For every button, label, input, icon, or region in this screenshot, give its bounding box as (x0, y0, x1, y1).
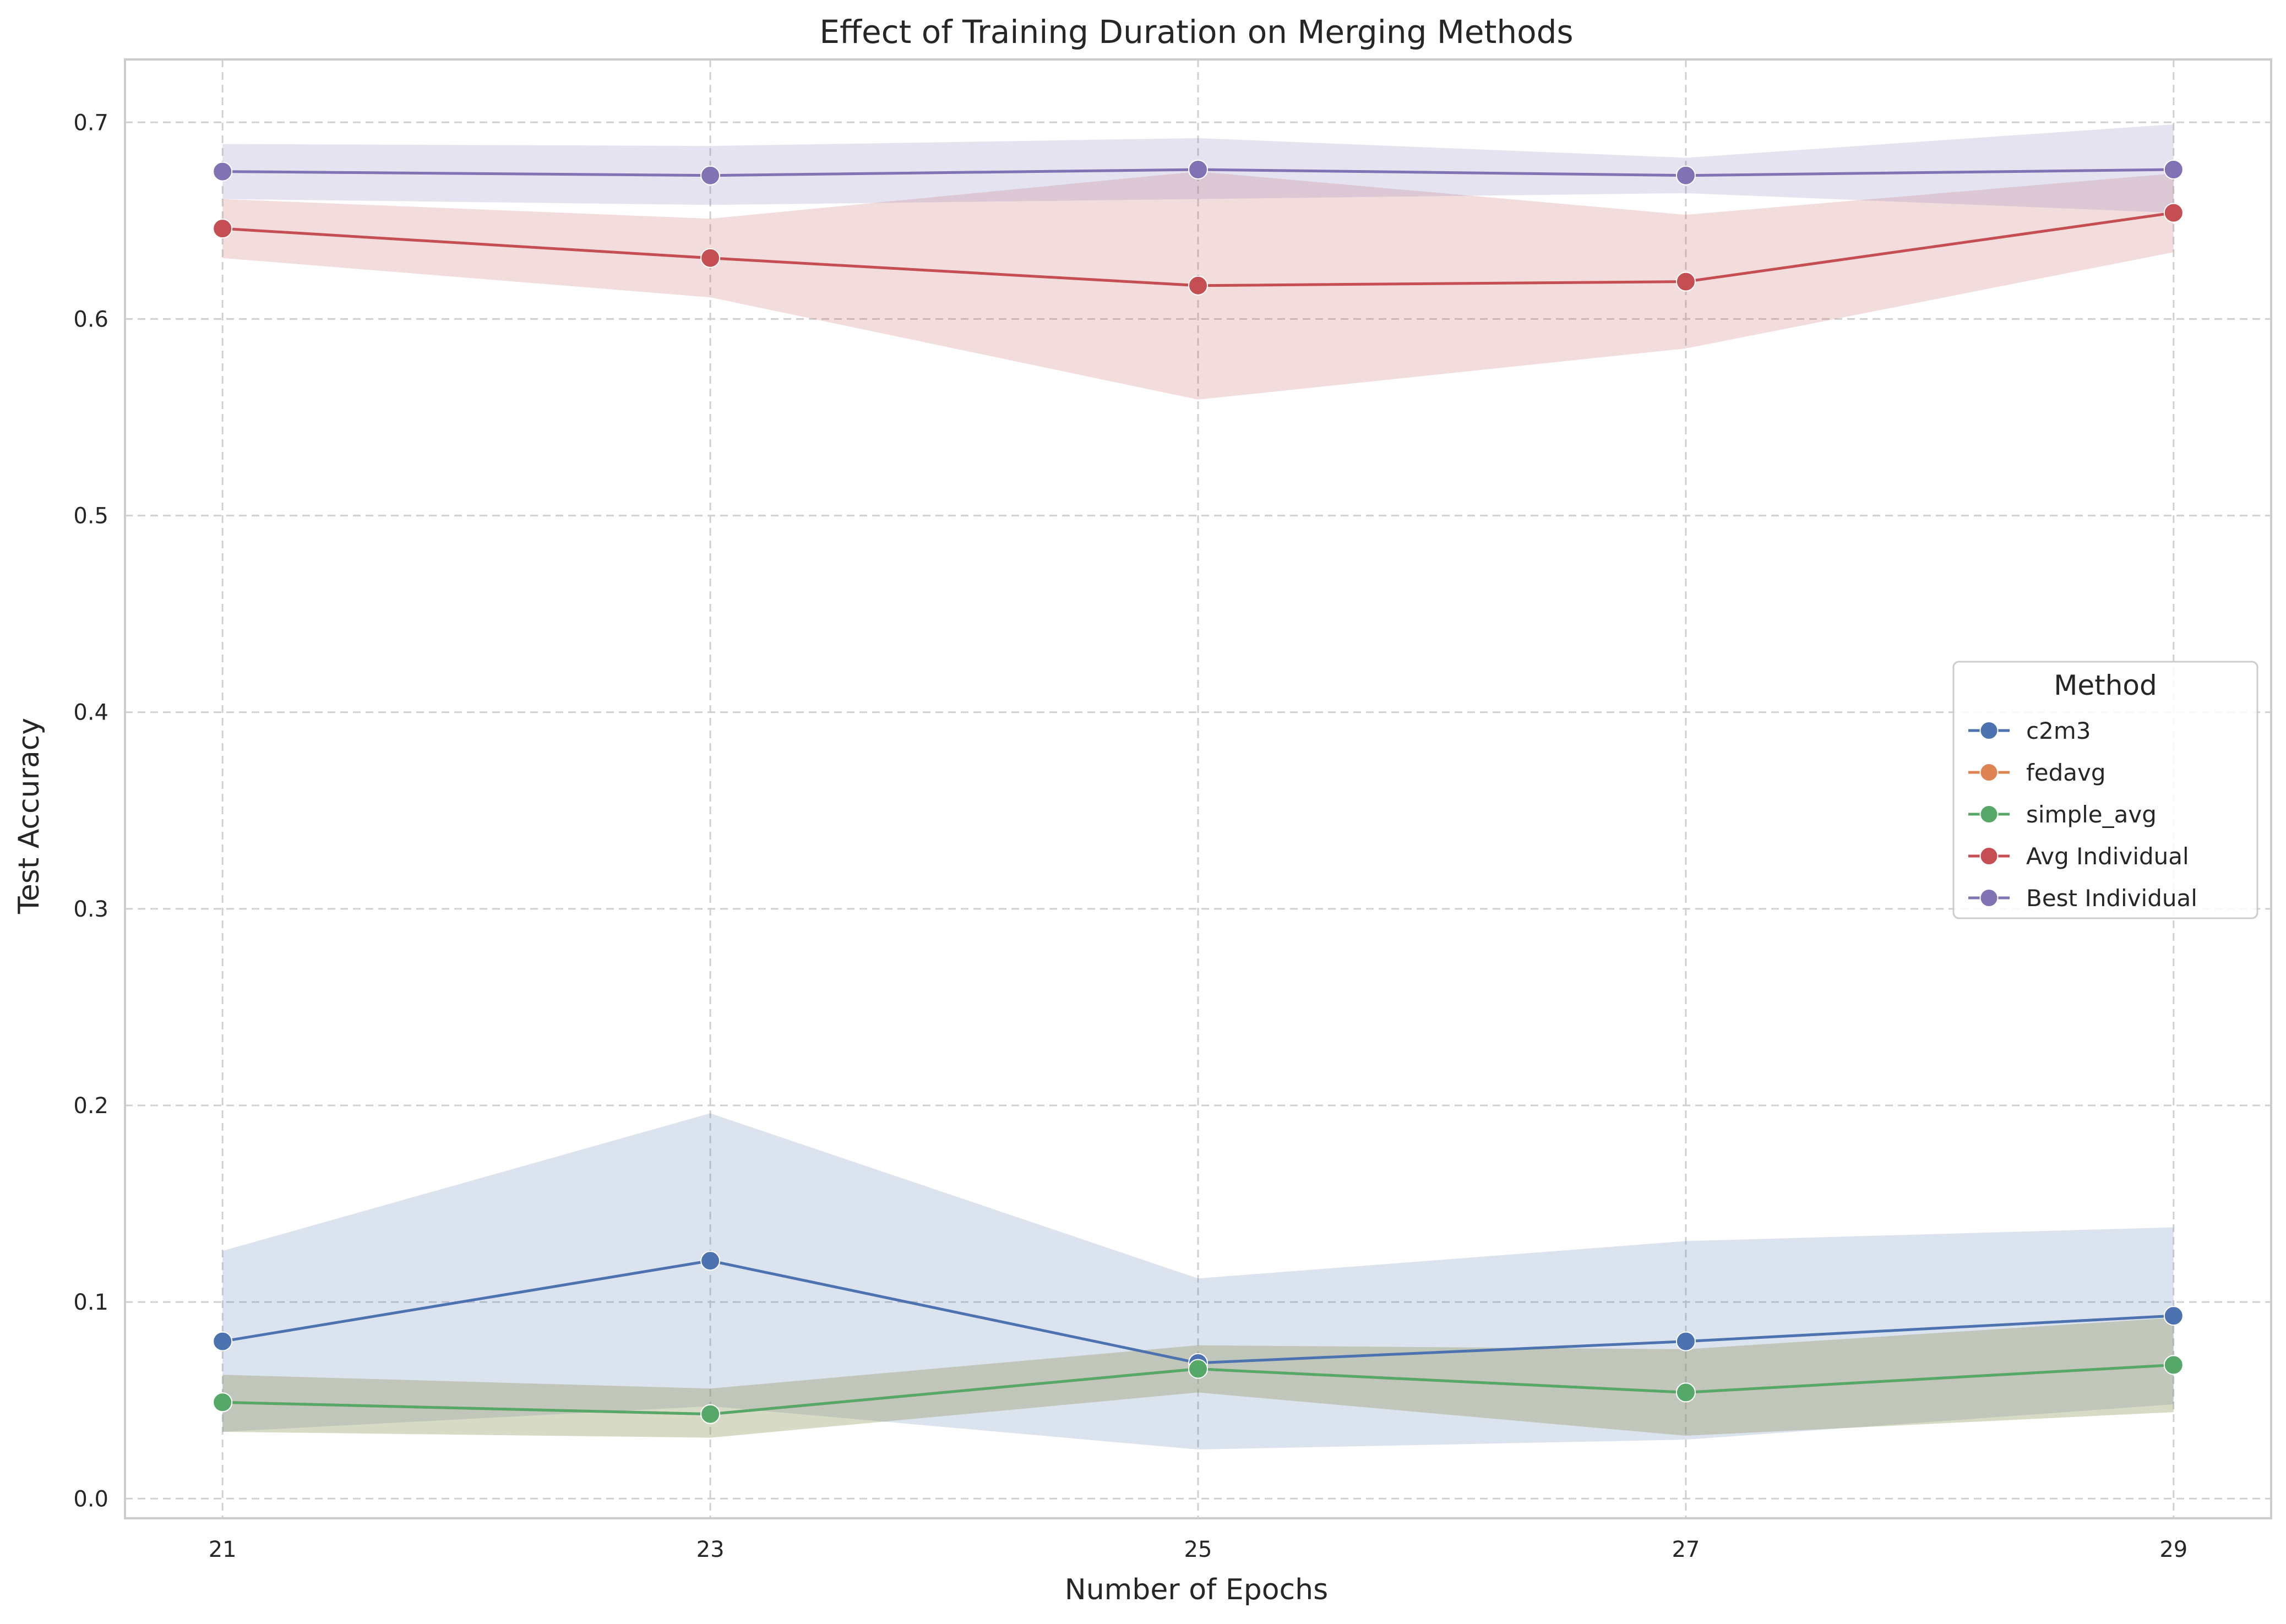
y-tick-label: 0.1 (73, 1290, 108, 1315)
x-tick-label: 23 (696, 1537, 725, 1562)
legend: Method c2m3 fedavg simple_avg Avg Individua… (1952, 661, 2258, 919)
legend-title: Method (2054, 669, 2157, 701)
data-point (213, 161, 233, 182)
data-point (2163, 160, 2184, 179)
x-axis-ticks: 21 23 25 27 29 (209, 1537, 2188, 1562)
data-point (1675, 165, 1696, 186)
y-tick-label: 0.2 (73, 1093, 108, 1119)
x-axis-label: Number of Epochs (1065, 1573, 1328, 1606)
legend-marker (1979, 805, 1999, 824)
x-tick-label: 25 (1184, 1537, 1212, 1562)
grid-lines (125, 59, 2271, 1518)
chart-title: Effect of Training Duration on Merging M… (819, 13, 1573, 51)
data-point (2163, 1306, 2184, 1326)
x-tick-label: 21 (209, 1537, 237, 1562)
y-tick-label: 0.6 (73, 307, 108, 332)
x-tick-label: 27 (1672, 1537, 1700, 1562)
y-tick-label: 0.4 (73, 700, 108, 726)
data-point (2163, 203, 2184, 223)
legend-marker (1979, 763, 1999, 782)
data-point (700, 1251, 721, 1271)
legend-frame (1952, 661, 2258, 919)
data-point (700, 248, 721, 268)
data-point (1675, 1382, 1696, 1403)
y-tick-label: 0.3 (73, 897, 108, 922)
confidence-band (222, 1113, 2174, 1449)
legend-label: Avg Individual (2026, 843, 2189, 870)
data-point (1188, 160, 1208, 179)
legend-marker (1979, 847, 1999, 865)
data-point (1188, 275, 1208, 296)
legend-marker (1979, 889, 1999, 907)
data-point (700, 165, 721, 186)
data-point (700, 1404, 721, 1424)
data-point (1675, 271, 1696, 292)
x-tick-label: 29 (2159, 1537, 2187, 1562)
data-point (2163, 1355, 2184, 1375)
legend-label: Best Individual (2026, 885, 2197, 912)
y-axis-label: Test Accuracy (13, 718, 46, 914)
legend-label: simple_avg (2026, 801, 2157, 828)
y-tick-label: 0.5 (73, 504, 108, 529)
data-point (213, 1392, 233, 1413)
legend-marker (1979, 721, 1999, 740)
data-point (213, 1331, 233, 1351)
plot-frame (124, 58, 2272, 1519)
y-tick-label: 0.0 (73, 1486, 108, 1512)
y-tick-label: 0.7 (73, 110, 108, 135)
data-point (1675, 1331, 1696, 1351)
legend-items: c2m3 fedavg simple_avg Avg Individual Best I… (1968, 717, 2197, 912)
legend-label: c2m3 (2026, 717, 2091, 744)
y-axis-ticks: 0.0 0.1 0.2 0.3 0.4 0.5 0.6 0.7 (73, 110, 108, 1512)
data-point (1188, 1359, 1208, 1379)
series-markers (213, 160, 2184, 1424)
legend-label: fedavg (2026, 759, 2106, 786)
data-point (213, 219, 233, 239)
